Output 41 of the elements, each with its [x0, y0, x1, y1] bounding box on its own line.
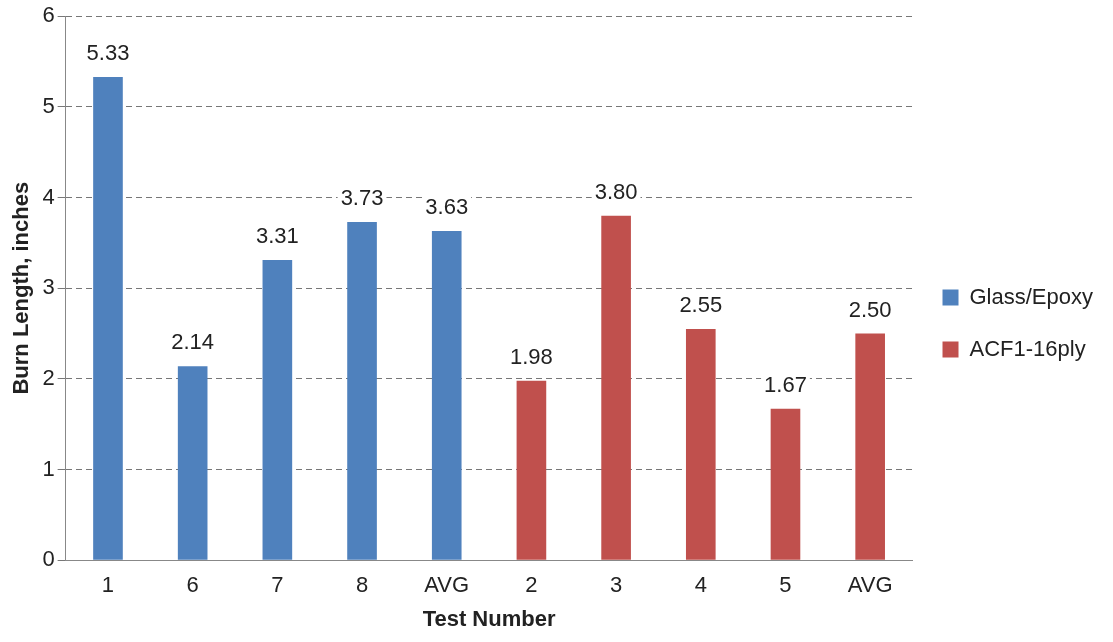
- bar: [262, 260, 293, 560]
- bar: [177, 366, 208, 560]
- bar: [347, 222, 377, 560]
- data-label: 3.63: [425, 194, 469, 220]
- legend-label: ACF1-16ply: [969, 335, 1086, 361]
- legend-label: Glass/Epoxy: [969, 283, 1094, 309]
- x-tick-label: 6: [186, 572, 199, 598]
- bar: [601, 215, 631, 560]
- bar: [93, 76, 123, 560]
- bar: [516, 380, 547, 560]
- x-tick-label: 4: [694, 572, 707, 598]
- bar: [770, 408, 801, 560]
- y-tick-label: 0: [42, 546, 55, 572]
- x-tick-label: 1: [101, 572, 115, 598]
- x-tick-label: AVG: [424, 572, 470, 598]
- data-label: 1.98: [510, 343, 553, 369]
- y-tick-label: 2: [42, 364, 55, 390]
- x-tick-label: AVG: [847, 572, 893, 598]
- data-label: 3.31: [255, 223, 299, 249]
- x-tick-label: 8: [355, 572, 369, 598]
- x-tick-label: 2: [525, 572, 538, 598]
- y-tick-label: 1: [42, 455, 55, 481]
- data-label: 1.67: [764, 371, 807, 397]
- bar: [855, 333, 885, 560]
- data-label: 2.14: [171, 329, 215, 355]
- x-tick-label: 7: [271, 572, 284, 598]
- bar: [431, 231, 462, 560]
- y-tick-label: 3: [42, 274, 55, 300]
- y-tick-label: 6: [42, 2, 55, 28]
- data-label: 3.80: [594, 178, 638, 204]
- y-tick-label: 5: [42, 92, 55, 118]
- data-label: 5.33: [86, 40, 130, 66]
- data-label: 3.73: [340, 185, 384, 211]
- data-label: 2.55: [679, 292, 723, 318]
- x-tick-label: 3: [609, 572, 623, 598]
- bar: [685, 329, 716, 560]
- data-label: 2.50: [848, 296, 892, 322]
- x-axis-title: Test Number: [422, 605, 556, 631]
- x-tick-label: 5: [779, 572, 792, 598]
- y-tick-label: 4: [42, 183, 55, 209]
- y-axis-title: Burn Length, inches: [8, 181, 34, 395]
